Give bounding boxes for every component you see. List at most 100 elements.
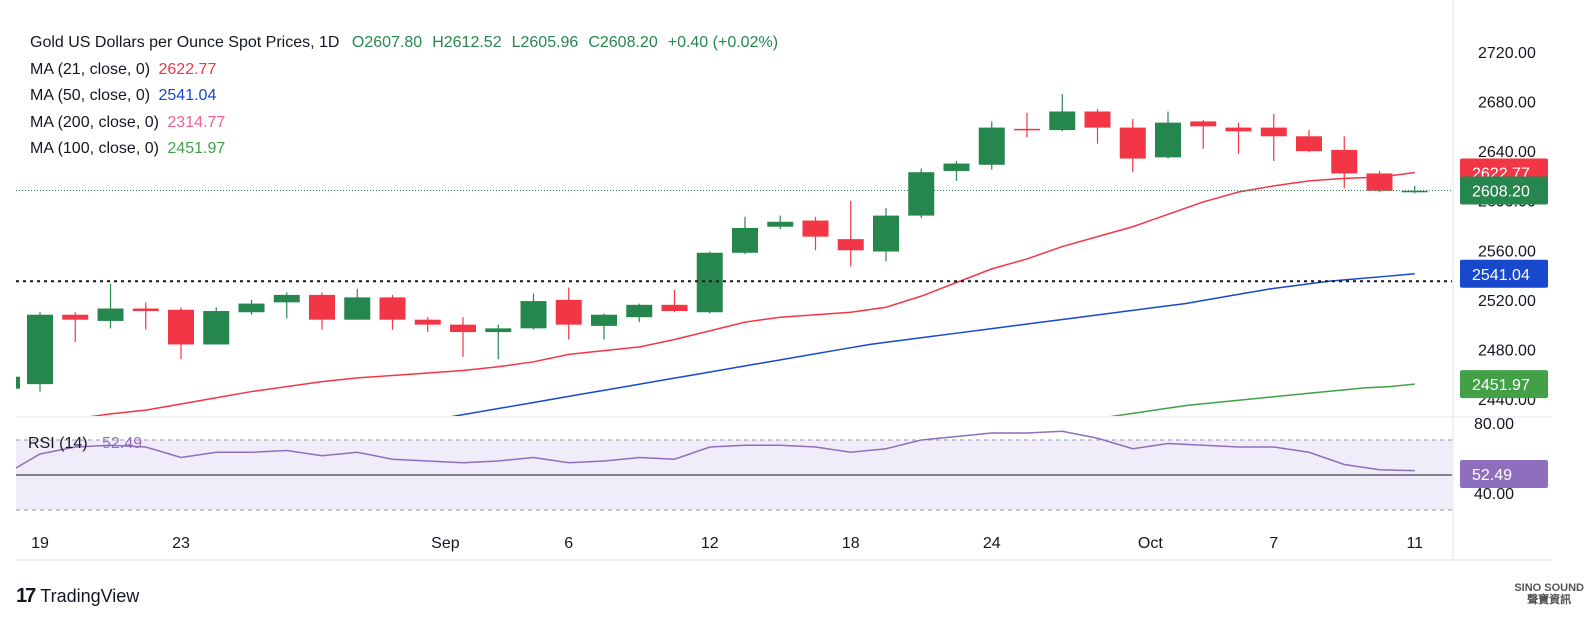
- candle-body: [414, 319, 441, 325]
- ma50-value: 2541.04: [158, 87, 217, 104]
- candle-body: [626, 304, 653, 318]
- candle-body: [1331, 149, 1358, 174]
- ma21-label: MA (21, close, 0): [30, 60, 151, 78]
- ma200-value: 2314.77: [167, 113, 226, 131]
- sino-sound-watermark: SINO SOUND 聲寶資訊: [1514, 582, 1584, 606]
- candle-body: [1155, 122, 1181, 158]
- moving-average-lines: [89, 171, 1415, 416]
- candle-body: [767, 221, 794, 227]
- rsi-tick-label: 80.00: [1474, 416, 1514, 433]
- price-tick-label: 2680.00: [1478, 95, 1536, 112]
- time-tick-label: 23: [172, 535, 190, 552]
- grid-lines: [16, 0, 1552, 561]
- candle-body: [203, 311, 230, 345]
- ma21-line: [89, 171, 1415, 416]
- price-levels: [16, 190, 1452, 283]
- price-tick-label: 2480.00: [1478, 342, 1536, 359]
- rsi-legend-value: 52.49: [102, 435, 142, 452]
- rsi-tick-label: 40.00: [1474, 486, 1514, 503]
- candle-body: [450, 324, 476, 333]
- candle-body: [168, 309, 194, 345]
- open-value: O2607.80: [351, 34, 423, 51]
- price-tag-text: 2541.04: [1472, 267, 1530, 284]
- candle-body: [520, 301, 547, 329]
- candle-body: [1260, 127, 1287, 137]
- candle-body: [555, 299, 582, 325]
- price-tag: [1460, 176, 1548, 205]
- candle-body: [344, 297, 371, 320]
- tradingview-logo-icon: 17: [16, 585, 36, 607]
- price-axis[interactable]: 2720.002680.002640.002600.002560.002520.…: [1460, 45, 1548, 503]
- time-tick-label: Oct: [1138, 535, 1163, 552]
- candle-body: [908, 172, 935, 216]
- price-tick-label: 2640.00: [1478, 144, 1536, 161]
- rsi-value-tag: [1460, 460, 1548, 488]
- candle-body: [1225, 127, 1252, 132]
- rsi-line: [15, 430, 1415, 472]
- candle-body: [238, 303, 265, 313]
- ma50-label: MA (50, close, 0): [30, 87, 151, 104]
- symbol-row[interactable]: Gold US Dollars per Ounce Spot Prices, 1…: [30, 30, 788, 57]
- rsi-label: RSI (14): [28, 435, 88, 452]
- time-tick-label: 11: [1406, 535, 1423, 552]
- ohlc-values: O2607.80 H2612.52 L2605.96 C2608.20 +0.40 (+…: [352, 34, 788, 51]
- candle-body: [1049, 111, 1076, 131]
- time-tick-label: 7: [1269, 535, 1278, 552]
- candle-body: [273, 294, 300, 303]
- price-tag-text: 2608.20: [1472, 184, 1530, 201]
- price-tick-label: 2720.00: [1478, 45, 1536, 62]
- candle-body: [696, 252, 723, 313]
- candle-body: [943, 163, 970, 171]
- ma21-value: 2622.77: [158, 60, 217, 78]
- close-value: C2608.20: [588, 34, 658, 51]
- time-tick-label: 19: [31, 535, 49, 552]
- time-tick-label: 6: [564, 535, 573, 552]
- ma50-legend[interactable]: MA (50, close, 0) 2541.04: [30, 83, 788, 110]
- tradingview-footer[interactable]: 17 TradingView: [16, 585, 139, 608]
- rsi-pane: RSI (14) 52.49: [15, 430, 1452, 511]
- time-tick-label: 18: [842, 535, 860, 552]
- candle-body: [1366, 173, 1393, 191]
- ma200-legend[interactable]: MA (200, close, 0) 2314.77: [30, 110, 788, 137]
- candle-body: [485, 328, 512, 333]
- candle-body: [978, 127, 1005, 165]
- price-tag-text: 2451.97: [1472, 377, 1530, 394]
- ma100-legend[interactable]: MA (100, close, 0) 2451.97: [30, 136, 788, 163]
- candle-body: [309, 294, 335, 320]
- ma200-label: MA (200, close, 0): [30, 113, 159, 131]
- candle-body: [661, 304, 688, 312]
- rsi-value-tag-text: 52.49: [1472, 467, 1512, 484]
- candle-body: [1296, 136, 1322, 152]
- candle-body: [802, 220, 829, 237]
- candle-body: [1119, 127, 1146, 159]
- ma21-legend[interactable]: MA (21, close, 0) 2622.77: [30, 57, 788, 84]
- watermark-line1: SINO SOUND: [1514, 582, 1584, 594]
- candle-body: [732, 227, 758, 253]
- candle-body: [1401, 190, 1428, 193]
- candle-body: [132, 308, 159, 312]
- candle-body: [27, 314, 53, 385]
- ma100-label: MA (100, close, 0): [30, 140, 159, 157]
- time-tick-label: Sep: [431, 535, 460, 552]
- chart-legend: Gold US Dollars per Ounce Spot Prices, 1…: [30, 30, 788, 163]
- candle-body: [97, 308, 124, 321]
- candle-body: [62, 314, 89, 320]
- candle-body: [837, 239, 864, 251]
- low-value: L2605.96: [511, 34, 579, 51]
- time-axis[interactable]: 19 23 Sep 6 12 18 24 Oct 7 11: [31, 535, 1423, 552]
- candles: [16, 94, 1428, 392]
- price-tag: [1460, 259, 1548, 288]
- candle-body: [1190, 121, 1217, 127]
- tradingview-brand: TradingView: [40, 586, 140, 606]
- high-value: H2612.52: [432, 34, 502, 51]
- change-value: +0.40 (+0.02%): [667, 34, 779, 51]
- ma100-line: [1109, 383, 1415, 416]
- partial-candle-body: [16, 376, 20, 389]
- price-tick-label: 2520.00: [1478, 293, 1536, 310]
- candle-body: [1084, 111, 1111, 128]
- candle-body: [379, 297, 406, 320]
- candle-body: [1014, 128, 1040, 131]
- time-tick-label: 24: [983, 535, 1001, 552]
- price-tick-label: 2560.00: [1478, 243, 1536, 260]
